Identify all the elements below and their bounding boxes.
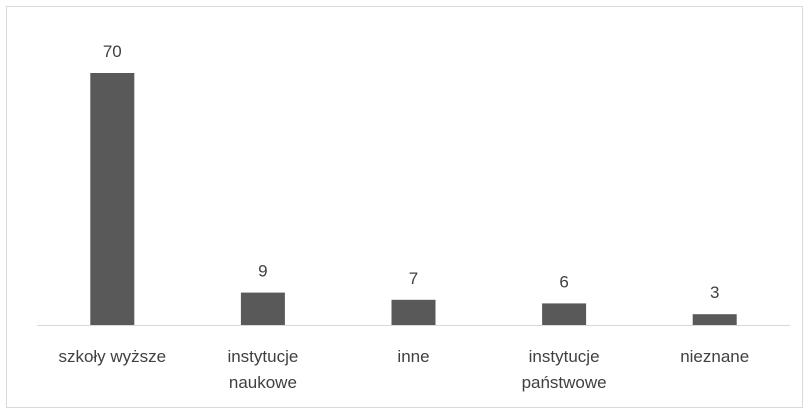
bar [90,73,135,325]
data-label: 7 [409,269,418,288]
category-label: państwowe [522,373,607,392]
bar [391,299,436,325]
bar [542,303,587,325]
bar [692,314,737,325]
data-label: 70 [103,42,122,61]
bar [240,292,285,325]
category-label: naukowe [229,373,297,392]
category-label: instytucje [227,347,298,366]
data-label: 9 [258,262,267,281]
category-label: instytucje [529,347,600,366]
category-label: nieznane [680,347,749,366]
data-label: 6 [559,272,568,291]
category-label: inne [397,347,429,366]
chart-frame [6,6,803,408]
data-label: 3 [710,283,719,302]
category-label: szkoły wyższe [58,347,166,366]
